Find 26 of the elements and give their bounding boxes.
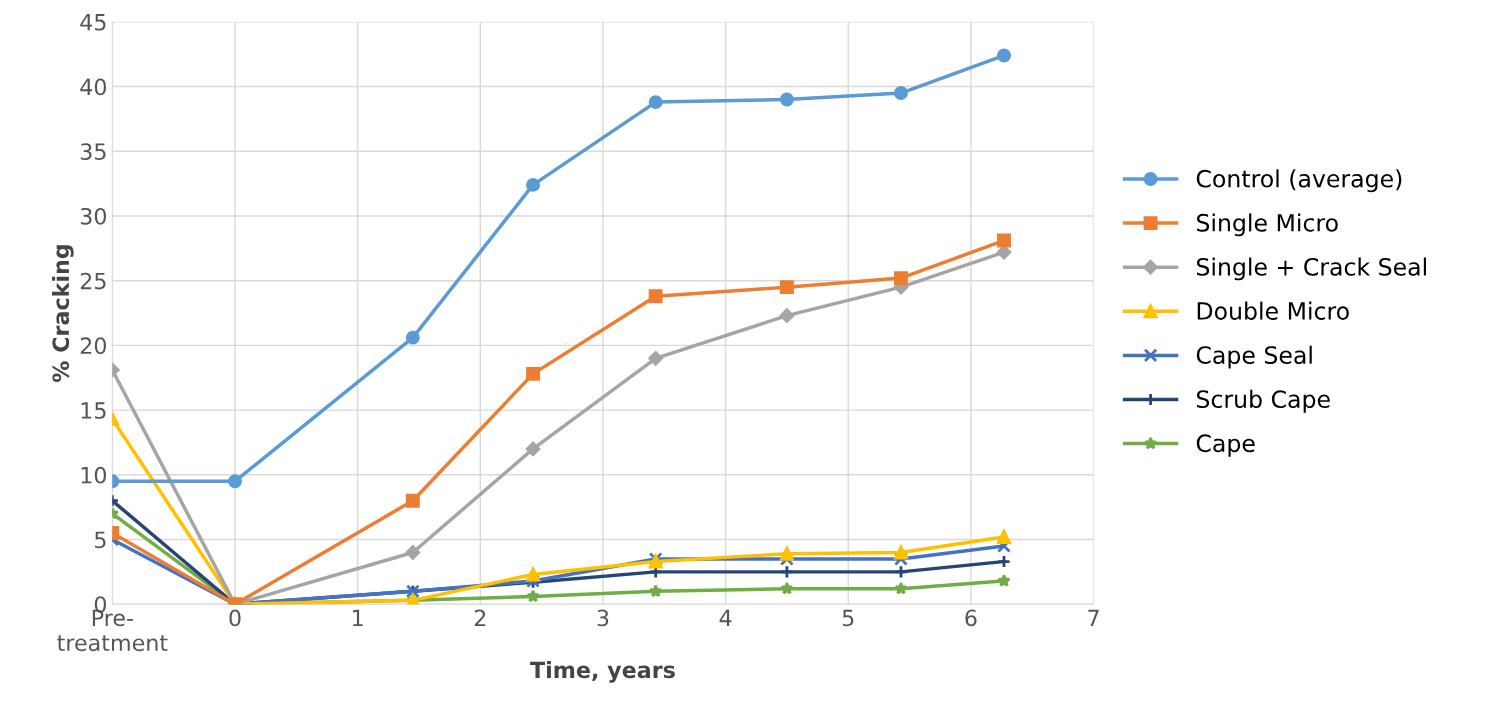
y-tick-label: 35: [80, 143, 106, 161]
y-tick-label: 15: [81, 402, 106, 419]
x-tick-label: 1: [353, 609, 363, 626]
legend-label: Double Micro: [1197, 301, 1349, 320]
y-tick-label: 25: [80, 272, 106, 290]
y-tick-label: 20: [80, 337, 107, 355]
legend-label: Cape Seal: [1196, 345, 1312, 369]
y-tick-label: 30: [80, 207, 107, 225]
x-tick-label: 6: [965, 609, 977, 627]
legend-label: Single + Crack Seal: [1196, 257, 1426, 281]
y-tick-label: 10: [81, 466, 107, 484]
x-axis-title: Time, years: [530, 661, 675, 683]
legend-label: Cape: [1196, 434, 1255, 457]
y-axis-title: % Cracking: [51, 245, 74, 383]
x-tick-label: 7: [1088, 609, 1099, 626]
legend-label: Control (average): [1196, 169, 1402, 193]
x-tick-label: 4: [719, 609, 732, 626]
legend-label: Scrub Cape: [1196, 389, 1330, 413]
x-tick-label: 3: [597, 609, 609, 627]
x-tick-label: 2: [474, 609, 486, 626]
y-tick-label: 40: [80, 78, 107, 96]
y-tick-label: 5: [95, 531, 106, 549]
legend-label: Single Micro: [1196, 213, 1338, 237]
y-tick-label: 45: [80, 14, 106, 31]
x-tick-label: 0: [229, 609, 241, 627]
x-tick-label: 5: [842, 609, 854, 627]
